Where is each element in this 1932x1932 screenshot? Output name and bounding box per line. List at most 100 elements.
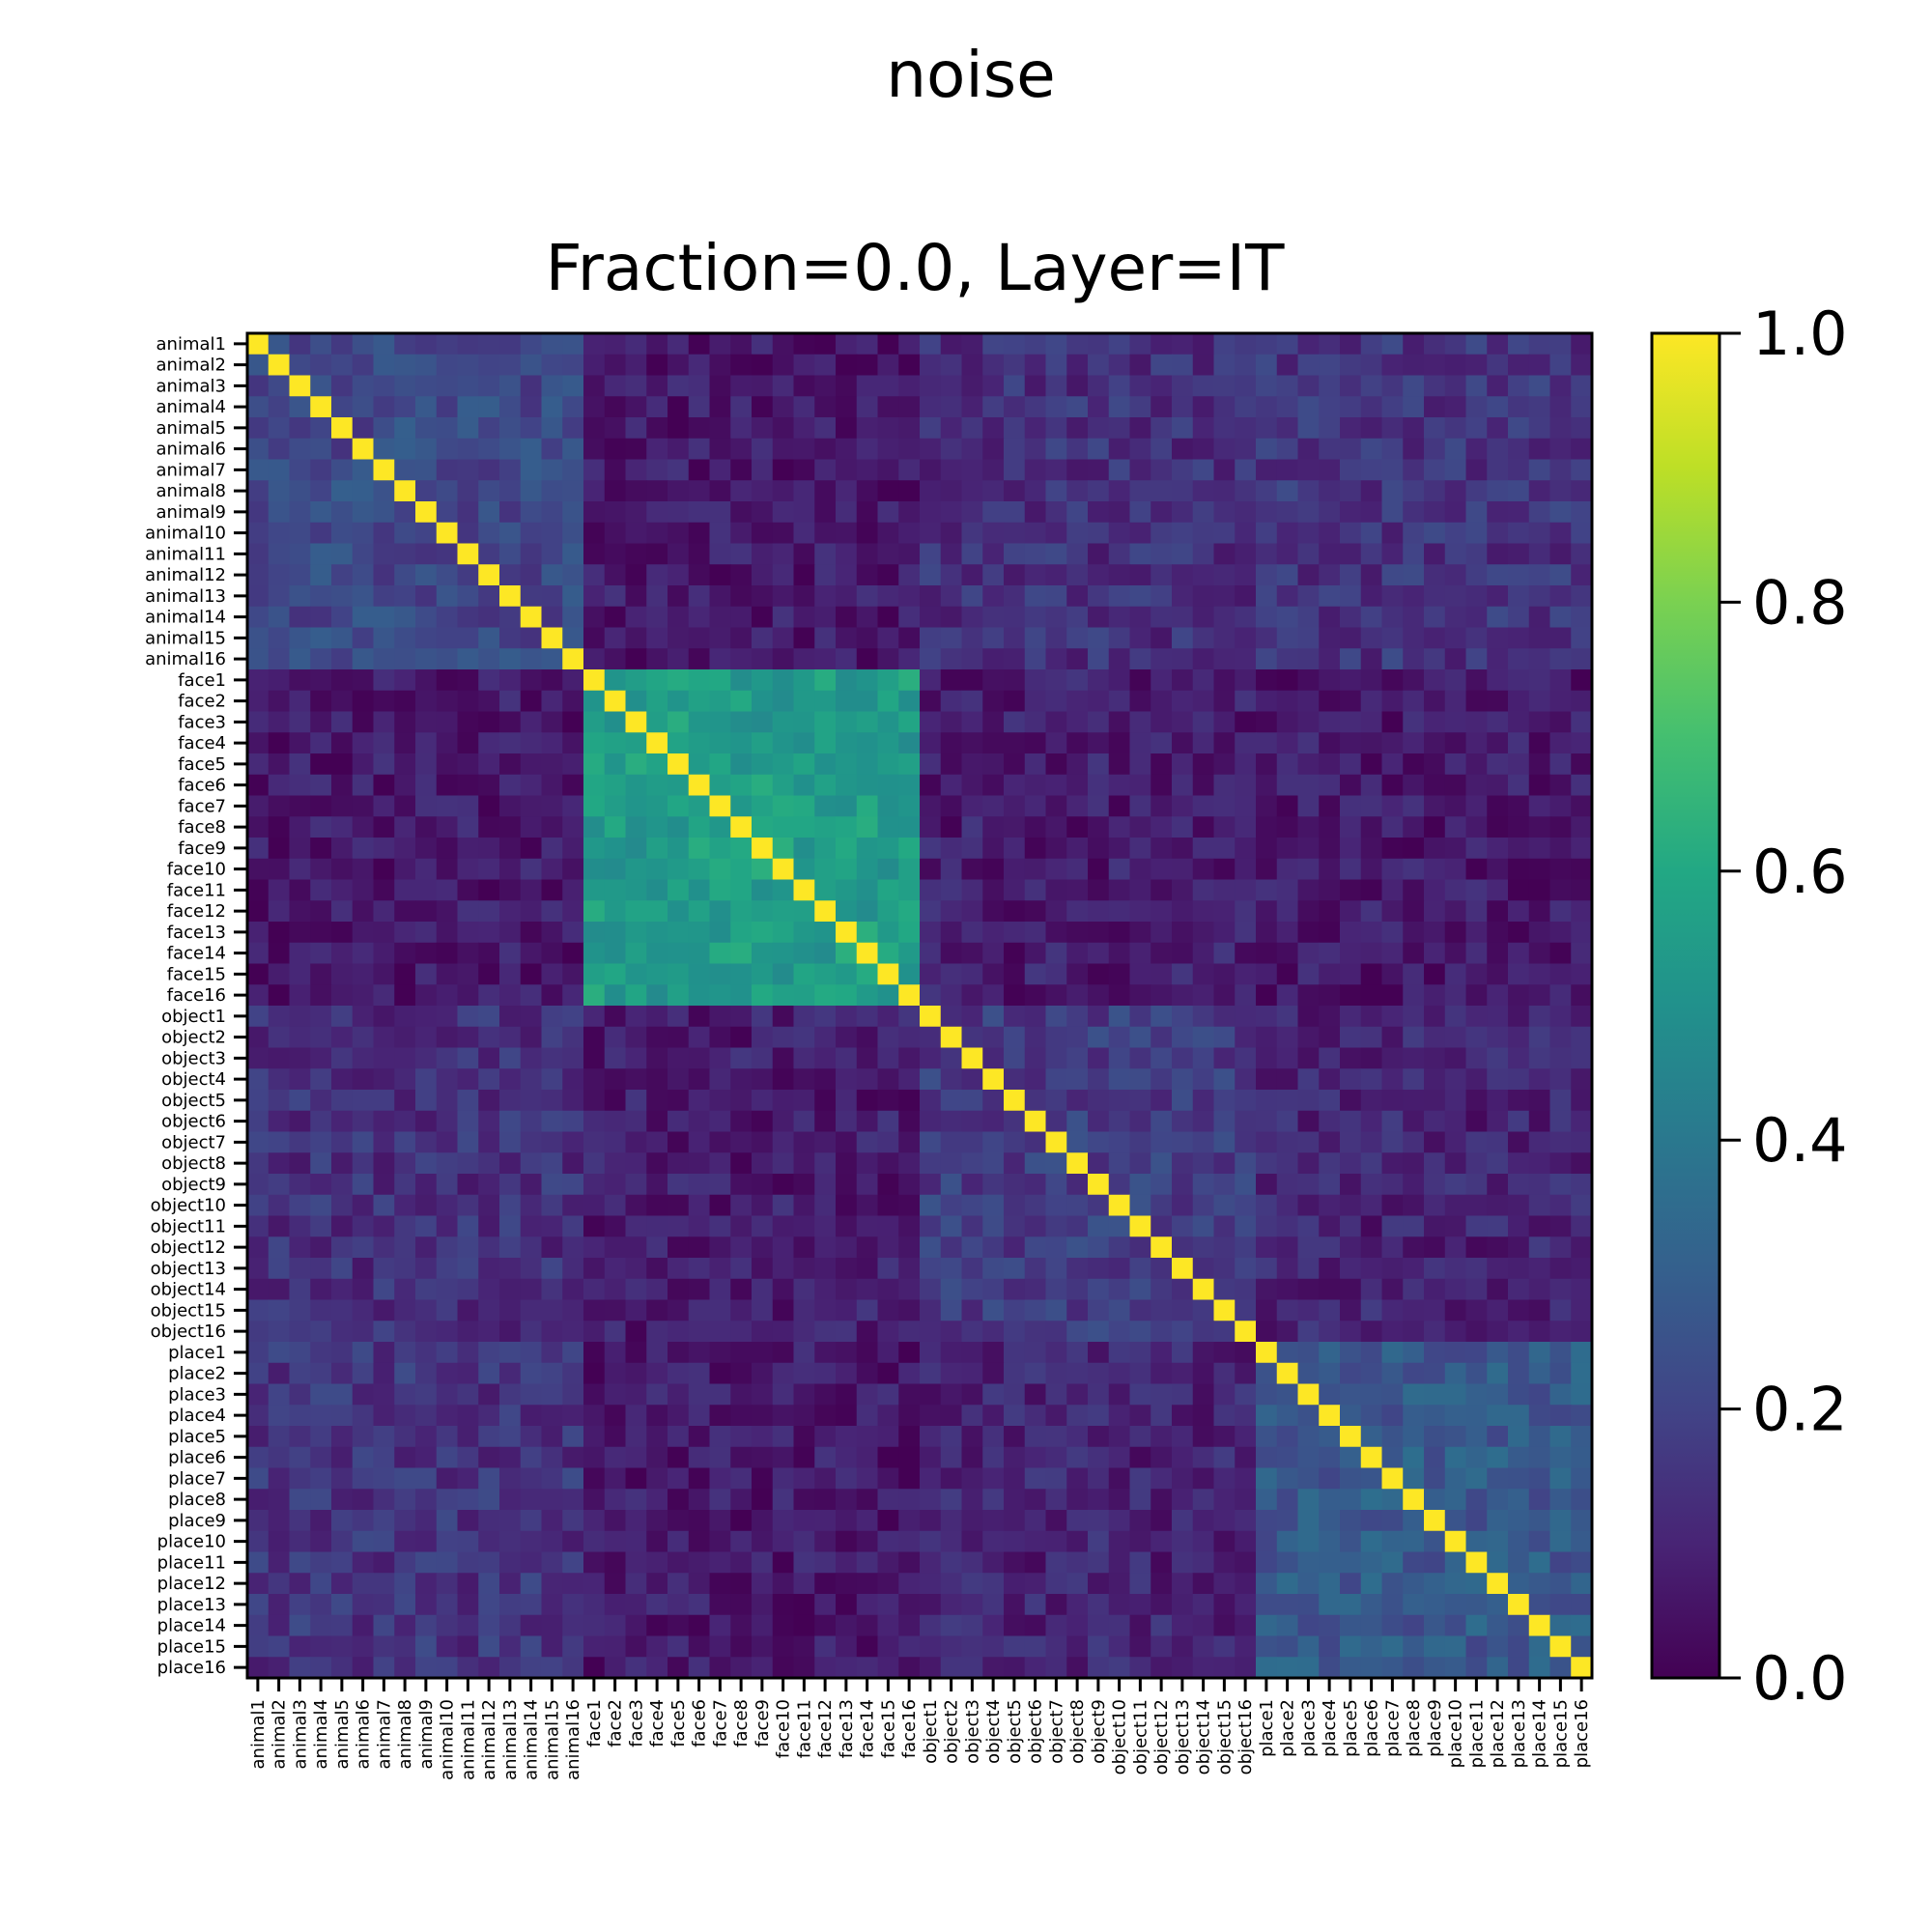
heatmap-cell <box>668 879 690 901</box>
heatmap-cell <box>940 1299 963 1321</box>
heatmap-cell <box>730 1006 753 1028</box>
heatmap-cell <box>583 396 606 418</box>
heatmap-cell <box>394 1194 416 1217</box>
heatmap-cell <box>499 963 522 985</box>
heatmap-cell <box>331 816 354 838</box>
heatmap-cell <box>499 1152 522 1175</box>
heatmap-cell <box>604 984 627 1007</box>
heatmap-cell <box>289 480 311 502</box>
heatmap-cell <box>1360 774 1383 797</box>
heatmap-cell <box>1024 1278 1047 1301</box>
heatmap-cell <box>541 1594 563 1616</box>
heatmap-cell <box>415 732 438 754</box>
heatmap-cell <box>562 1321 584 1343</box>
heatmap-cell <box>1256 1446 1278 1469</box>
heatmap-cell <box>478 1090 500 1112</box>
heatmap-cell <box>1235 417 1257 440</box>
heatmap-cell <box>940 732 963 754</box>
heatmap-cell <box>877 1047 899 1069</box>
heatmap-cell <box>541 1278 563 1301</box>
heatmap-cell <box>1360 838 1383 860</box>
heatmap-cell <box>415 1131 438 1153</box>
heatmap-cell <box>289 375 311 397</box>
heatmap-cell <box>1213 1467 1236 1490</box>
heatmap-cell <box>541 984 563 1007</box>
heatmap-cell <box>814 1174 837 1196</box>
heatmap-cell <box>562 1362 584 1385</box>
heatmap-cell <box>1192 459 1215 481</box>
heatmap-cell <box>856 1530 879 1553</box>
heatmap-cell <box>1129 922 1151 944</box>
heatmap-cell <box>1213 942 1236 965</box>
heatmap-cell <box>436 1573 459 1595</box>
heatmap-cell <box>1424 838 1446 860</box>
heatmap-cell <box>310 333 332 355</box>
heatmap-cell <box>583 354 606 377</box>
heatmap-cell <box>982 1362 1005 1385</box>
heatmap-cell <box>331 879 354 901</box>
heatmap-cell <box>415 1467 438 1490</box>
heatmap-cell <box>583 1405 606 1427</box>
heatmap-cell <box>1381 501 1404 524</box>
heatmap-cell <box>1549 648 1572 670</box>
heatmap-cell <box>709 585 731 608</box>
heatmap-cell <box>478 1657 500 1679</box>
heatmap-cell <box>499 522 522 545</box>
heatmap-cell <box>1235 1194 1257 1217</box>
heatmap-cell <box>1213 459 1236 481</box>
heatmap-cell <box>772 1573 795 1595</box>
heatmap-cell <box>1192 648 1215 670</box>
heatmap-cell <box>331 1342 354 1364</box>
heatmap-cell <box>1088 1068 1110 1091</box>
heatmap-cell <box>415 1236 438 1259</box>
heatmap-cell <box>1360 1383 1383 1406</box>
heatmap-cell <box>478 1383 500 1406</box>
heatmap-cell <box>836 1426 858 1448</box>
heatmap-cell <box>752 1362 774 1385</box>
heatmap-cell <box>1004 838 1026 860</box>
heatmap-cell <box>1403 753 1425 776</box>
heatmap-cell <box>1319 459 1341 481</box>
heatmap-cell <box>1424 585 1446 608</box>
heatmap-cell <box>352 900 375 923</box>
heatmap-cell <box>752 1131 774 1153</box>
heatmap-cell <box>1004 1278 1026 1301</box>
heatmap-cell <box>352 774 375 797</box>
heatmap-cell <box>1192 1321 1215 1343</box>
heatmap-cell <box>688 1446 711 1469</box>
heatmap-cell <box>877 1278 899 1301</box>
heatmap-cell <box>352 1362 375 1385</box>
heatmap-cell <box>1340 1236 1362 1259</box>
heatmap-cell <box>352 963 375 985</box>
heatmap-cell <box>1424 1635 1446 1658</box>
heatmap-cell <box>268 648 291 670</box>
heatmap-cell <box>478 438 500 461</box>
heatmap-cell <box>1340 438 1362 461</box>
heatmap-cell <box>730 396 753 418</box>
heatmap-cell <box>436 1194 459 1217</box>
heatmap-cell <box>793 1278 815 1301</box>
heatmap-cell <box>1108 942 1131 965</box>
heatmap-cell <box>1571 963 1593 985</box>
heatmap-cell <box>982 1405 1005 1427</box>
heatmap-cell <box>1235 564 1257 586</box>
heatmap-cell <box>1297 1068 1320 1091</box>
heatmap-cell <box>709 1657 731 1679</box>
heatmap-cell <box>289 838 311 860</box>
heatmap-cell <box>373 438 395 461</box>
heatmap-cell <box>920 963 942 985</box>
heatmap-cell <box>1004 1047 1026 1069</box>
heatmap-cell <box>1424 1426 1446 1448</box>
heatmap-cell <box>856 942 879 965</box>
heatmap-cell <box>646 606 668 629</box>
heatmap-cell <box>982 1006 1005 1028</box>
heatmap-cell <box>920 375 942 397</box>
heatmap-cell <box>394 711 416 733</box>
heatmap-cell <box>1088 795 1110 817</box>
heatmap-cell <box>814 795 837 817</box>
heatmap-cell <box>772 438 795 461</box>
heatmap-cell <box>1444 838 1467 860</box>
heatmap-cell <box>1108 922 1131 944</box>
heatmap-cell <box>415 1383 438 1406</box>
heatmap-cell <box>1571 1657 1593 1679</box>
